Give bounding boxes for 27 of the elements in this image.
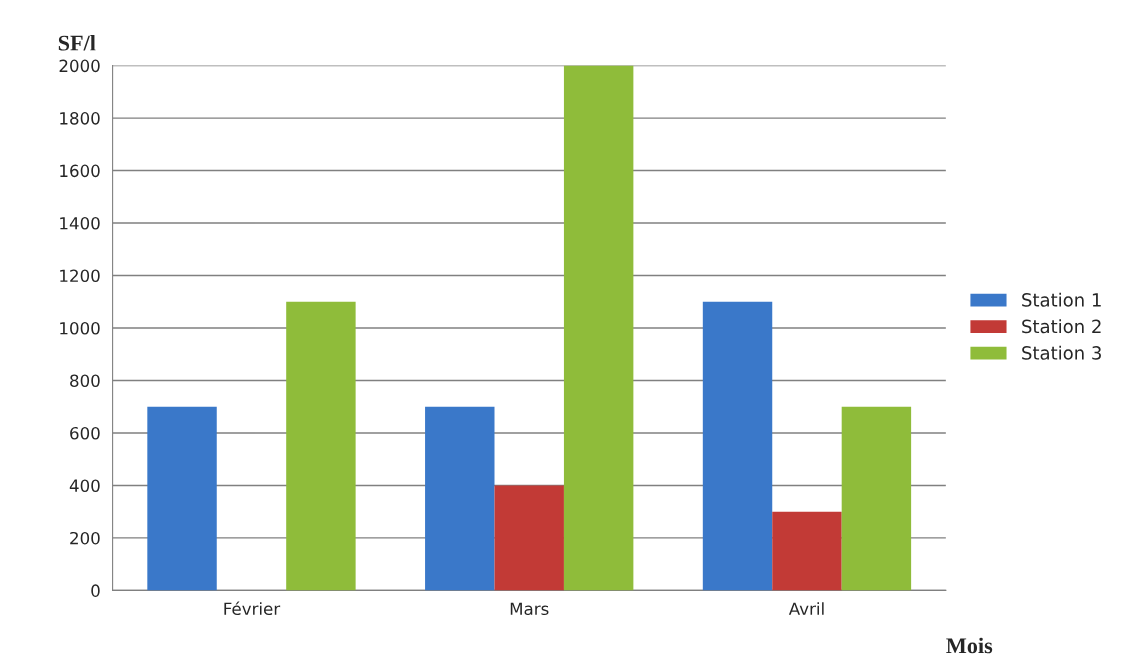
y-tick-label: 1800 [60, 112, 100, 125]
y-tick-label: 1000 [60, 321, 100, 335]
y-tick-label: 2000 [59, 59, 100, 73]
y-tick-label: 400 [69, 479, 100, 493]
bar [147, 406, 217, 591]
legend-label: Station 2 [1022, 319, 1101, 334]
bar [772, 511, 842, 591]
bar [702, 301, 773, 591]
bar [841, 406, 912, 591]
y-tick-label: 600 [70, 426, 100, 440]
x-tick-label: Mars [510, 602, 549, 616]
bar [286, 301, 356, 591]
y-tick-label: 0 [91, 584, 100, 597]
y-tick-label: 1600 [60, 164, 100, 178]
y-tick-label: 800 [70, 374, 100, 388]
x-tick-label: Février [224, 601, 281, 616]
legend-label: Station 1 [1022, 292, 1101, 307]
bar [425, 406, 495, 591]
y-tick-label: 1200 [60, 269, 100, 283]
y-tick-label: 1400 [60, 217, 100, 230]
x-tick-label: Avril [788, 602, 824, 615]
bar [494, 485, 564, 591]
y-tick-label: 200 [70, 531, 100, 545]
x-axis-title: Mois [946, 637, 993, 654]
legend-label: Station 3 [1022, 345, 1101, 360]
bar [563, 65, 634, 591]
y-axis-title: SF/l [58, 34, 96, 51]
